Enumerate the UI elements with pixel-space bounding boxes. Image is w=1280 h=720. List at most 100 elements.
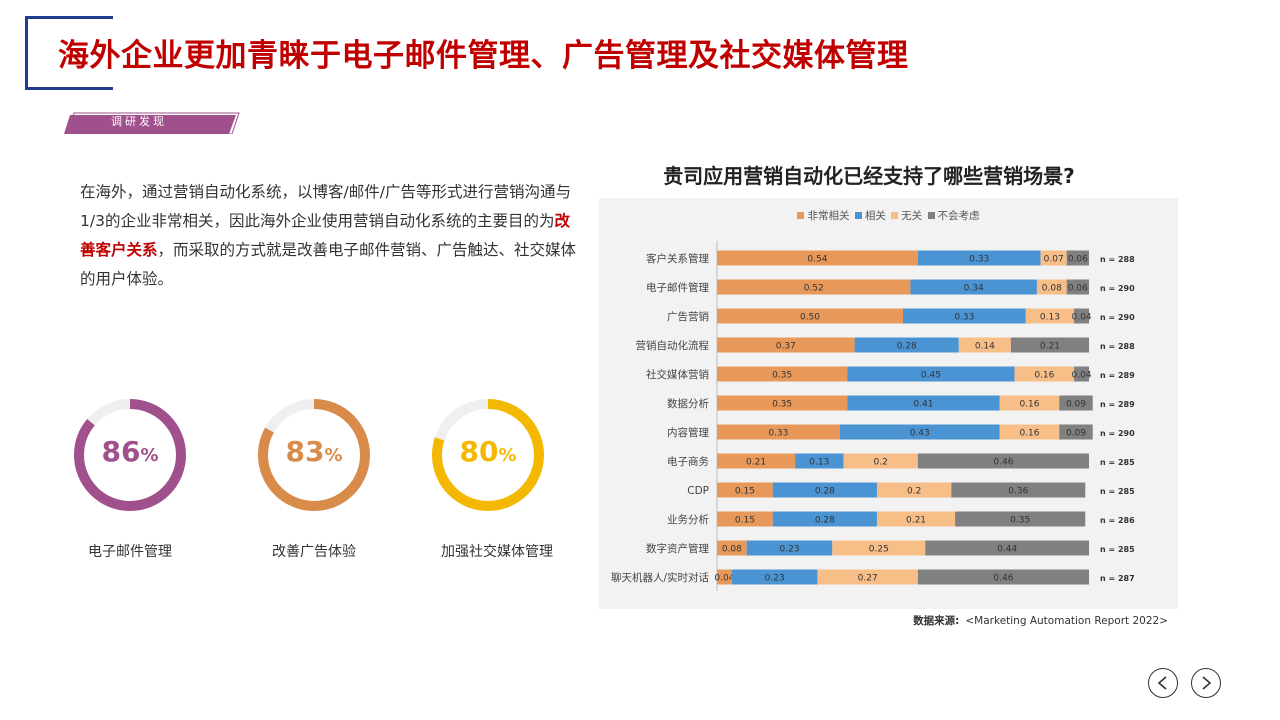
bar-segment bbox=[717, 453, 796, 469]
page-title: 海外企业更加青睐于电子邮件管理、广告管理及社交媒体管理 bbox=[58, 38, 909, 74]
next-button[interactable] bbox=[1191, 668, 1221, 698]
data-label: 0.28 bbox=[815, 516, 835, 526]
bar-segment bbox=[951, 482, 1086, 498]
data-label: 0.16 bbox=[1019, 429, 1039, 439]
chart-legend: 非常相关 相关 无关 不会考虑 bbox=[599, 208, 1178, 223]
category-label: 电子商务 bbox=[667, 455, 709, 468]
legend-label: 不会考虑 bbox=[937, 210, 980, 222]
category-label: 业务分析 bbox=[667, 513, 709, 526]
data-label: 0.34 bbox=[964, 284, 984, 294]
bar-segment bbox=[847, 395, 1000, 411]
bar-segment bbox=[958, 337, 1011, 353]
data-label: 0.27 bbox=[858, 574, 878, 584]
data-label: 0.04 bbox=[714, 574, 734, 584]
bar-segment bbox=[772, 511, 877, 527]
bar-segment bbox=[717, 395, 848, 411]
stat-value: 86 bbox=[101, 435, 141, 468]
bar-segment bbox=[817, 569, 918, 585]
intro-text-2: ，而采取的方式就是改善电子邮件营销、广告触达、社交媒体的用户体验。 bbox=[80, 241, 577, 288]
category-label: 社交媒体营销 bbox=[646, 368, 709, 381]
stacked-bar-chart: 客户关系管理 0.54 0.33 0.07 0.06 n = 288 电子邮件管理 0.52 0… bbox=[611, 241, 1135, 591]
category-label: 客户关系管理 bbox=[646, 252, 709, 265]
bar-segment bbox=[917, 250, 1041, 266]
bar-segment bbox=[1074, 366, 1089, 382]
category-label: 内容管理 bbox=[667, 426, 709, 439]
bar-segment bbox=[910, 279, 1037, 295]
stat-value: 83 bbox=[285, 435, 325, 468]
data-label: 0.28 bbox=[897, 342, 917, 352]
bar-segment bbox=[795, 453, 844, 469]
data-label: 0.16 bbox=[1019, 400, 1039, 410]
bar-segment bbox=[917, 569, 1089, 585]
data-label: 0.13 bbox=[1040, 313, 1060, 323]
stat-unit: % bbox=[140, 445, 159, 466]
category-label: 聊天机器人/实时对话 bbox=[611, 571, 710, 584]
data-label: 0.37 bbox=[776, 342, 796, 352]
data-label: 0.35 bbox=[772, 400, 792, 410]
data-label: 0.35 bbox=[772, 371, 792, 381]
tag-label: 调研发现 bbox=[111, 115, 167, 128]
bar-segment bbox=[717, 366, 848, 382]
prev-button[interactable] bbox=[1148, 668, 1178, 698]
data-label: 0.04 bbox=[1072, 313, 1092, 323]
legend-item: 无关 bbox=[891, 208, 922, 223]
stat-unit: % bbox=[498, 445, 517, 466]
sample-size-label: n = 285 bbox=[1100, 545, 1135, 554]
bar-segment bbox=[1059, 395, 1093, 411]
data-label: 0.08 bbox=[722, 545, 742, 555]
bar-segment bbox=[1010, 337, 1089, 353]
sample-size-label: n = 289 bbox=[1100, 400, 1135, 409]
legend-item: 非常相关 bbox=[797, 208, 849, 223]
bar-segment bbox=[1014, 366, 1075, 382]
sample-size-label: n = 290 bbox=[1100, 284, 1135, 293]
sample-size-label: n = 288 bbox=[1100, 255, 1135, 264]
data-label: 0.23 bbox=[780, 545, 800, 555]
data-label: 0.46 bbox=[993, 574, 1013, 584]
sample-size-label: n = 290 bbox=[1100, 313, 1135, 322]
data-label: 0.46 bbox=[993, 458, 1013, 468]
bar-segment bbox=[832, 540, 926, 556]
category-label: 数字资产管理 bbox=[646, 542, 709, 555]
chart-panel: 非常相关 相关 无关 不会考虑 客户关系管理 0.54 0.33 0.07 0.06 n … bbox=[599, 198, 1178, 609]
legend-swatch bbox=[797, 212, 805, 219]
category-label: 营销自动化流程 bbox=[636, 339, 710, 352]
chart-title: 贵司应用营销自动化已经支持了哪些营销场景? bbox=[663, 164, 1075, 188]
bar-segment bbox=[717, 540, 747, 556]
legend-label: 相关 bbox=[864, 210, 886, 222]
bar-segment bbox=[772, 482, 877, 498]
category-label: 电子邮件管理 bbox=[646, 281, 709, 294]
data-label: 0.09 bbox=[1066, 400, 1086, 410]
intro-paragraph: 在海外，通过营销自动化系统，以博客/邮件/广告等形式进行营销沟通与1/3的企业非… bbox=[80, 178, 580, 294]
bar-segment bbox=[717, 250, 918, 266]
bar-segment bbox=[903, 308, 1026, 324]
sample-size-label: n = 289 bbox=[1100, 371, 1135, 380]
bar-segment bbox=[999, 424, 1060, 440]
bar-segment bbox=[717, 569, 732, 585]
bar-segment bbox=[839, 424, 1000, 440]
data-label: 0.2 bbox=[907, 487, 921, 497]
data-label: 0.43 bbox=[910, 429, 930, 439]
data-label: 0.50 bbox=[800, 313, 820, 323]
data-label: 0.33 bbox=[954, 313, 974, 323]
data-label: 0.04 bbox=[1072, 371, 1092, 381]
data-label: 0.21 bbox=[906, 516, 926, 526]
bar-segment bbox=[1036, 279, 1067, 295]
bar-segment bbox=[731, 569, 818, 585]
title-frame bbox=[25, 16, 113, 90]
bar-segment bbox=[746, 540, 833, 556]
data-label: 0.52 bbox=[804, 284, 824, 294]
bar-segment bbox=[717, 337, 855, 353]
bar-segment bbox=[1066, 250, 1089, 266]
data-label: 0.06 bbox=[1068, 284, 1088, 294]
legend-item: 相关 bbox=[854, 208, 886, 223]
bar-segment bbox=[876, 511, 956, 527]
bar-segment bbox=[955, 511, 1086, 527]
data-label: 0.41 bbox=[913, 400, 933, 410]
intro-text-1: 在海外，通过营销自动化系统，以博客/邮件/广告等形式进行营销沟通与1/3的企业非… bbox=[80, 183, 571, 230]
bar-segment bbox=[1040, 250, 1067, 266]
data-label: 0.23 bbox=[765, 574, 785, 584]
bar-segment bbox=[717, 511, 773, 527]
data-label: 0.25 bbox=[869, 545, 889, 555]
stat-unit: % bbox=[324, 445, 343, 466]
stat-label-ads: 改善广告体验 bbox=[272, 544, 356, 560]
